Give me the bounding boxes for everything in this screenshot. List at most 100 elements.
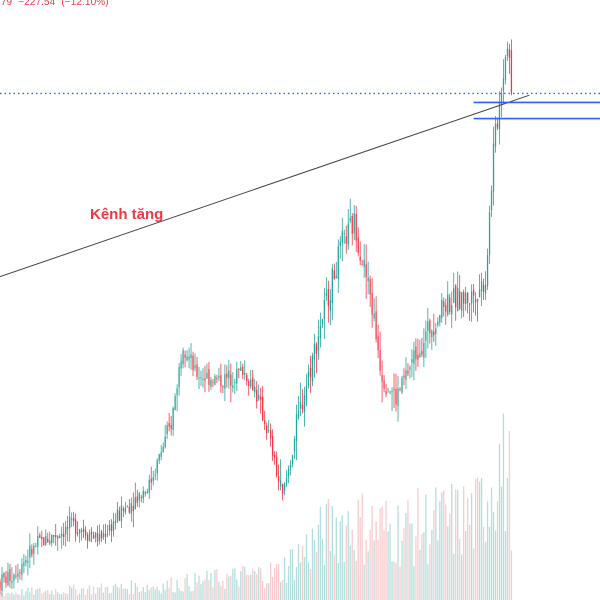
candle-body: [389, 391, 391, 393]
volume-bar: [212, 587, 214, 600]
volume-bar: [351, 529, 353, 600]
volume-bar: [13, 594, 15, 600]
candle-body: [419, 353, 421, 358]
candle-body: [29, 545, 31, 558]
volume-bar: [427, 564, 429, 600]
candle-body: [417, 354, 419, 360]
candle-body: [224, 374, 226, 389]
candle-body: [468, 303, 471, 305]
candle-body: [373, 313, 375, 319]
drawing-lines: [0, 92, 600, 278]
candle-body: [277, 476, 280, 482]
candle-body: [182, 350, 184, 365]
volume-bar: [295, 567, 298, 600]
volume-bar: [156, 586, 158, 600]
volume-bar: [285, 582, 288, 600]
volume-bar: [472, 548, 475, 600]
candle-body: [447, 294, 449, 315]
volume-bar: [162, 583, 164, 600]
volume-bar: [433, 510, 435, 600]
candle-body: [391, 391, 393, 393]
volume-bar: [202, 581, 204, 600]
candle-body: [110, 524, 113, 532]
candle-body: [508, 49, 511, 58]
volume-bar: [94, 593, 97, 600]
volume-bar: [150, 587, 152, 600]
candle-body: [301, 404, 304, 410]
volume-bar: [467, 498, 469, 600]
volume-bar: [144, 591, 146, 600]
candle-body: [476, 298, 479, 301]
candle-body: [339, 241, 341, 246]
candle-body: [445, 305, 447, 312]
channel-annotation[interactable]: Kênh tăng: [90, 206, 163, 223]
volume-bar: [3, 595, 5, 600]
candle-body: [455, 285, 457, 308]
candle-body: [381, 374, 383, 382]
volume-bar: [367, 551, 369, 600]
volume-bar: [447, 526, 449, 600]
volume-bar: [90, 594, 93, 600]
volume-bar: [146, 584, 148, 600]
volume-bar: [118, 588, 121, 600]
volume-bar: [158, 590, 160, 600]
candle-body: [31, 549, 33, 555]
candle-body: [55, 535, 57, 538]
volume-bar: [409, 523, 411, 600]
volume-bar: [461, 554, 463, 600]
candle-body: [369, 279, 371, 295]
volume-bar: [357, 500, 359, 600]
volume-bar: [98, 587, 101, 600]
candle-body: [252, 377, 254, 391]
candle-body: [433, 331, 435, 336]
volume-bar: [311, 528, 314, 600]
volume-bar: [333, 554, 335, 600]
candle-body: [230, 374, 232, 386]
volume-bar: [260, 568, 262, 600]
candle-body: [347, 223, 349, 245]
volume-bar: [335, 517, 337, 600]
candle-body: [437, 321, 439, 325]
candle-body: [92, 535, 95, 539]
candle-body: [184, 354, 186, 358]
candle-body: [152, 477, 154, 482]
candle-body: [140, 496, 142, 498]
candle-body: [269, 430, 272, 438]
candle-body: [158, 454, 160, 461]
candle-body: [13, 574, 15, 581]
candle-body: [5, 576, 7, 583]
candle-body: [459, 291, 461, 309]
volume-bar: [385, 500, 387, 600]
candle-body: [357, 237, 359, 254]
volume-bar: [216, 568, 218, 600]
candle-body: [172, 407, 174, 431]
volume-bar: [180, 590, 182, 600]
candle-body: [317, 336, 320, 351]
volume-bar: [154, 589, 156, 600]
volume-bar: [190, 591, 192, 600]
volume-bar: [383, 530, 385, 600]
candle-body: [138, 493, 140, 501]
candle-body: [377, 336, 379, 351]
candle-body: [84, 530, 87, 536]
volume-bar: [379, 508, 381, 600]
volume-bar: [55, 589, 57, 600]
volume-bar: [116, 586, 119, 600]
volume-bar: [301, 545, 304, 600]
volume-bar: [371, 505, 373, 600]
candle-body: [74, 519, 77, 535]
candle-body: [126, 506, 129, 508]
volume-bar: [266, 583, 268, 600]
volume-bar: [347, 511, 349, 600]
volume-bar: [108, 593, 111, 600]
candle-body: [244, 372, 246, 375]
volume-bar: [67, 594, 69, 600]
volume-bar: [192, 590, 194, 600]
volume-bar: [269, 562, 272, 600]
candle-body: [349, 218, 351, 222]
candle-body: [19, 572, 21, 574]
candle-body: [202, 378, 204, 380]
volume-bar: [184, 578, 186, 600]
candle-body: [341, 230, 343, 243]
